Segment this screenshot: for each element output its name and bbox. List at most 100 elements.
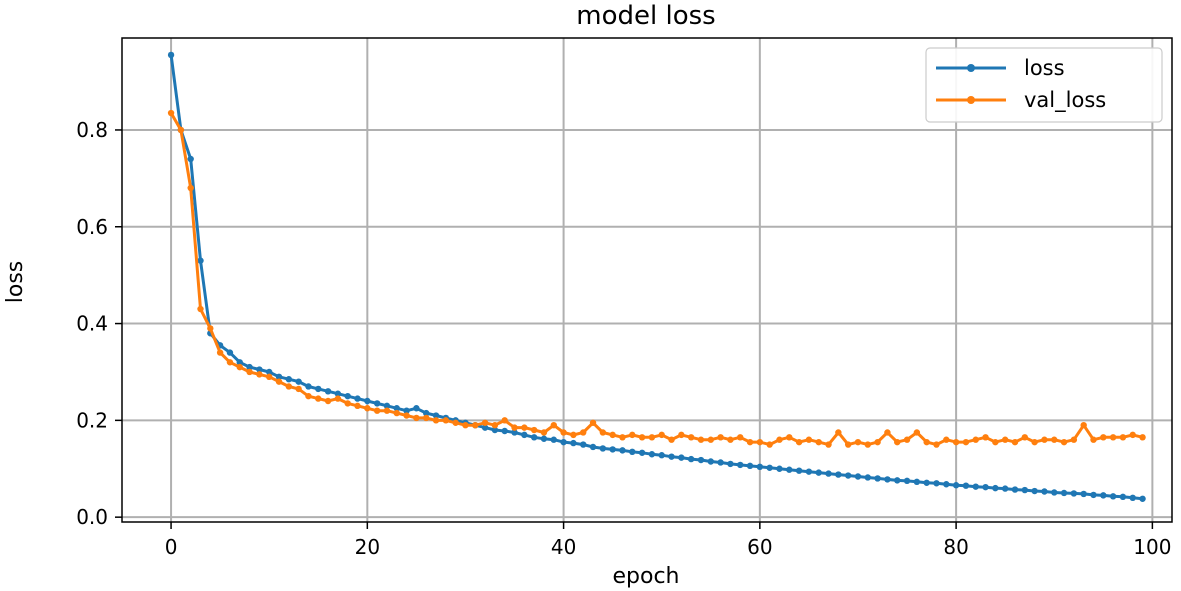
point-loss bbox=[835, 471, 842, 478]
x-axis-label: epoch bbox=[613, 564, 680, 589]
point-loss bbox=[354, 395, 361, 402]
point-loss bbox=[1021, 486, 1029, 494]
point-loss bbox=[1011, 486, 1019, 493]
point-val-loss bbox=[658, 431, 665, 439]
point-val-loss bbox=[305, 392, 312, 400]
point-val-loss bbox=[933, 441, 940, 448]
point-val-loss bbox=[511, 424, 518, 431]
point-val-loss bbox=[903, 436, 911, 443]
point-val-loss bbox=[177, 126, 185, 134]
point-val-loss bbox=[540, 429, 548, 436]
point-loss bbox=[423, 409, 430, 417]
point-loss bbox=[884, 476, 891, 483]
point-loss bbox=[226, 349, 234, 356]
point-val-loss bbox=[678, 431, 685, 439]
point-val-loss bbox=[972, 436, 979, 443]
point-val-loss bbox=[1119, 434, 1127, 441]
point-val-loss bbox=[619, 434, 626, 441]
point-loss bbox=[187, 155, 194, 163]
point-loss bbox=[687, 455, 695, 463]
point-val-loss bbox=[1139, 434, 1146, 441]
point-loss bbox=[481, 424, 489, 431]
point-val-loss bbox=[344, 400, 351, 407]
point-val-loss bbox=[952, 438, 960, 446]
y-axis: 0.0 0.2 0.4 0.6 0.8 bbox=[76, 118, 122, 529]
point-val-loss bbox=[265, 373, 273, 380]
point-loss bbox=[766, 464, 773, 471]
point-loss bbox=[1080, 490, 1087, 498]
point-val-loss bbox=[570, 431, 577, 439]
point-val-loss bbox=[1129, 431, 1136, 439]
point-val-loss bbox=[795, 438, 803, 446]
point-loss bbox=[383, 402, 391, 410]
point-loss bbox=[609, 446, 616, 453]
point-val-loss bbox=[894, 438, 901, 446]
point-loss bbox=[305, 383, 312, 390]
x-axis: 0 20 40 60 80 100 bbox=[165, 522, 1171, 559]
point-loss bbox=[805, 468, 813, 475]
point-val-loss bbox=[285, 383, 293, 390]
point-val-loss bbox=[786, 434, 793, 441]
point-val-loss bbox=[805, 436, 813, 443]
point-val-loss bbox=[246, 368, 253, 376]
point-loss bbox=[756, 463, 764, 471]
point-val-loss bbox=[560, 429, 567, 436]
point-loss bbox=[589, 443, 597, 451]
y-tick-label: 0.6 bbox=[76, 215, 108, 239]
point-loss bbox=[992, 484, 999, 492]
point-loss bbox=[815, 469, 822, 476]
point-val-loss bbox=[216, 349, 224, 356]
point-loss bbox=[913, 478, 921, 486]
point-val-loss bbox=[707, 436, 714, 443]
point-val-loss bbox=[599, 429, 607, 436]
point-val-loss bbox=[825, 441, 832, 448]
y-axis-label: loss bbox=[3, 261, 28, 304]
point-val-loss bbox=[530, 426, 538, 434]
y-tick-label: 0.8 bbox=[76, 118, 108, 142]
point-loss bbox=[648, 451, 656, 458]
point-val-loss bbox=[776, 436, 783, 443]
point-val-loss bbox=[756, 438, 764, 446]
series-line-loss bbox=[169, 54, 1143, 501]
point-loss bbox=[1060, 489, 1068, 497]
chart-title: model loss bbox=[576, 1, 715, 31]
point-val-loss bbox=[472, 422, 479, 429]
point-loss bbox=[1001, 485, 1009, 492]
point-loss bbox=[550, 436, 557, 443]
point-loss bbox=[167, 51, 175, 59]
point-loss bbox=[825, 470, 832, 477]
point-loss bbox=[265, 368, 273, 376]
point-loss bbox=[923, 479, 930, 486]
x-tick-label: 60 bbox=[747, 535, 772, 559]
point-loss bbox=[844, 472, 852, 479]
point-val-loss bbox=[923, 438, 930, 446]
point-loss bbox=[540, 435, 548, 442]
point-loss bbox=[933, 480, 940, 487]
point-val-loss bbox=[746, 438, 754, 446]
legend: loss val_loss bbox=[925, 47, 1163, 123]
x-tick-label: 0 bbox=[165, 535, 178, 559]
point-val-loss bbox=[354, 402, 361, 410]
point-val-loss bbox=[580, 429, 587, 436]
series-line-val-loss bbox=[169, 112, 1143, 447]
point-val-loss bbox=[1080, 422, 1087, 429]
y-tick-label: 0.2 bbox=[76, 408, 108, 432]
point-loss bbox=[982, 483, 989, 491]
point-val-loss bbox=[992, 438, 999, 446]
point-val-loss bbox=[1031, 438, 1038, 446]
point-val-loss bbox=[1100, 434, 1107, 441]
point-val-loss bbox=[442, 417, 450, 424]
point-val-loss bbox=[413, 414, 420, 422]
point-val-loss bbox=[884, 429, 891, 436]
point-val-loss bbox=[236, 363, 243, 371]
point-loss bbox=[334, 390, 342, 397]
point-loss bbox=[658, 452, 665, 459]
point-val-loss bbox=[913, 429, 921, 436]
point-val-loss bbox=[521, 424, 528, 431]
point-loss bbox=[1041, 488, 1048, 495]
point-loss bbox=[1100, 492, 1107, 499]
point-loss bbox=[364, 397, 371, 405]
point-val-loss bbox=[364, 405, 371, 412]
point-loss bbox=[1051, 489, 1058, 496]
point-loss bbox=[717, 459, 724, 466]
